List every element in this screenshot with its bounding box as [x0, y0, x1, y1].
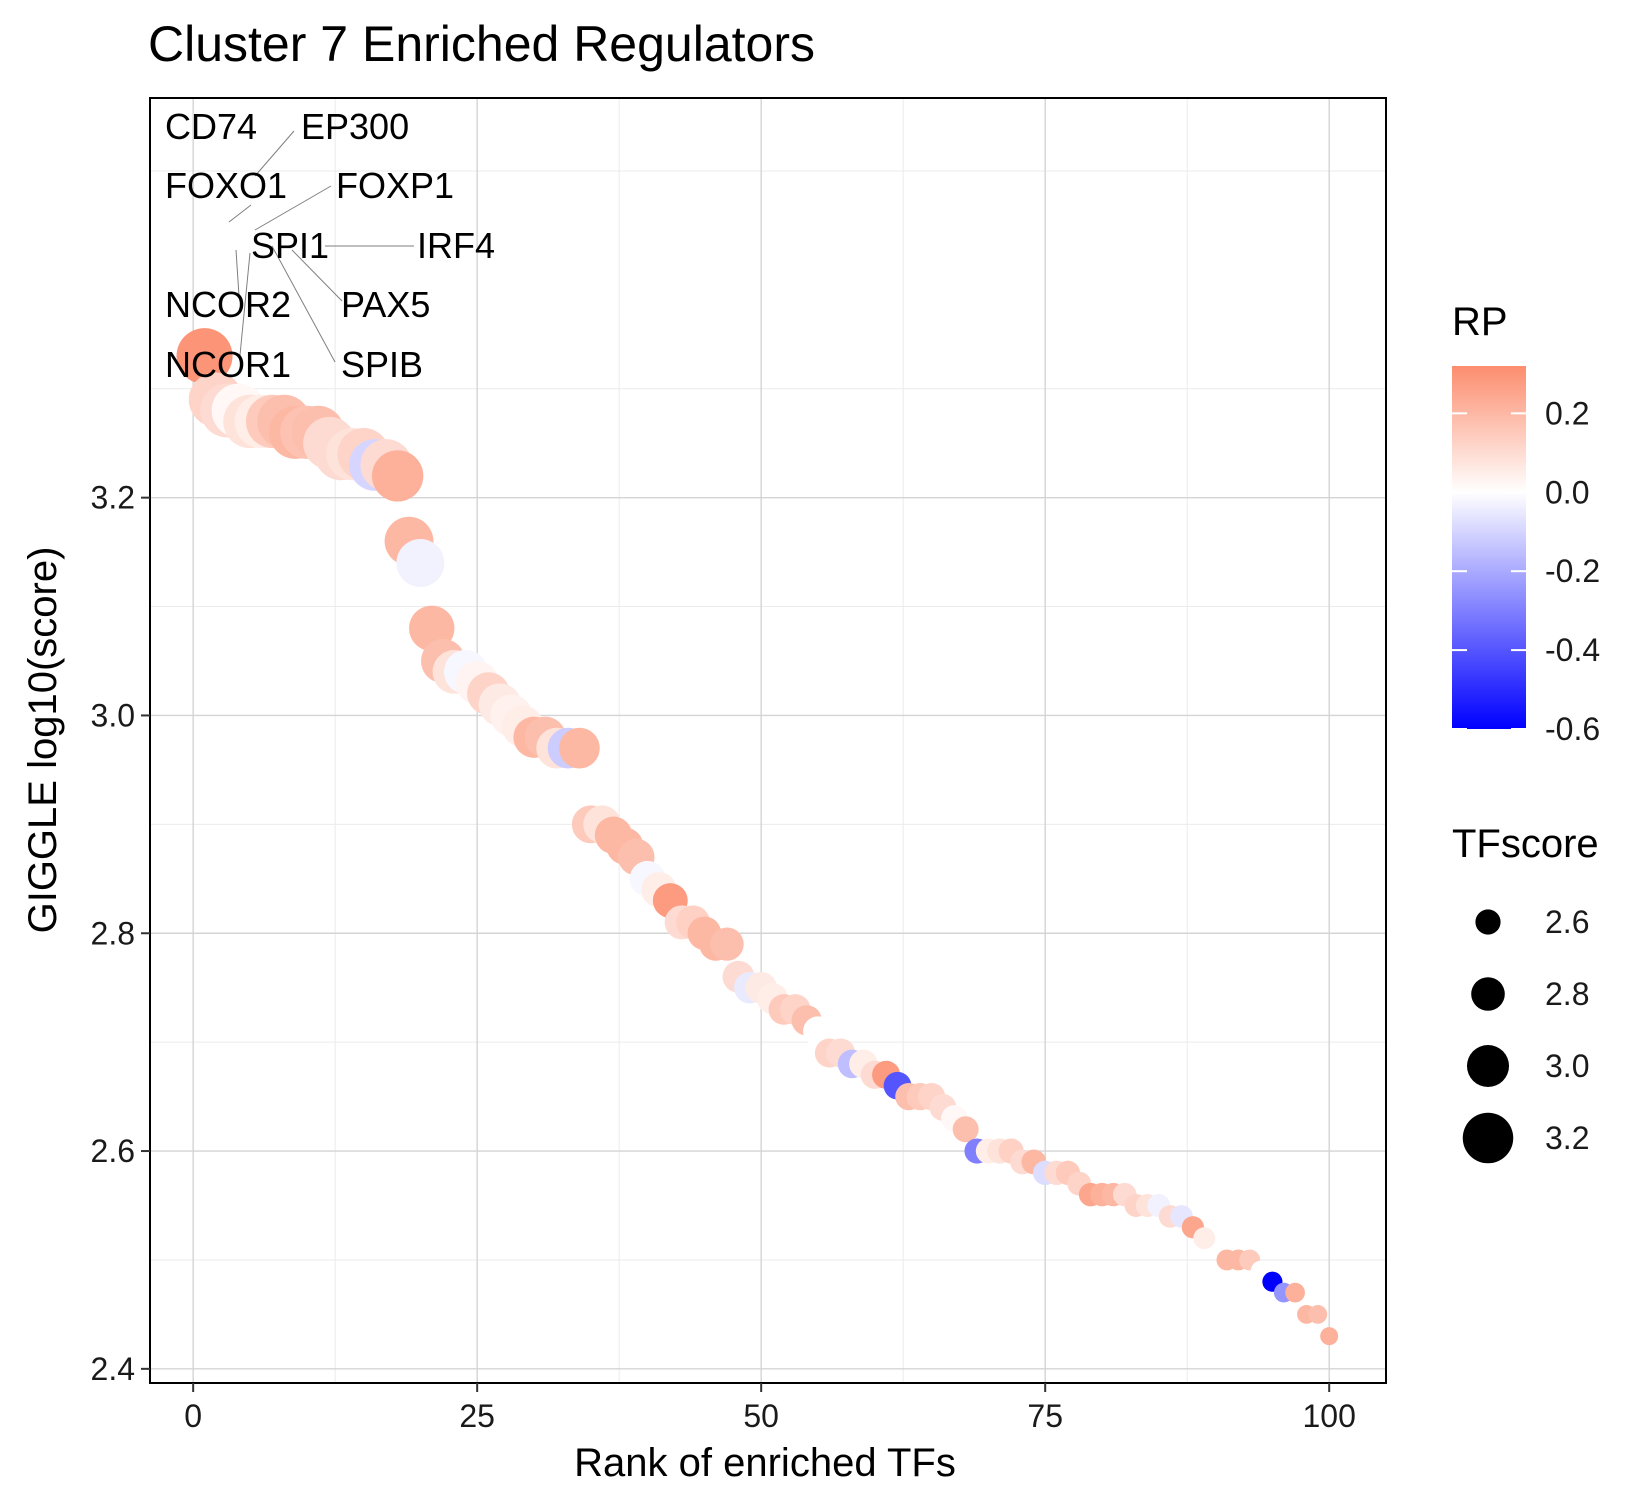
rp-legend-title: RP: [1452, 300, 1508, 344]
label-connectors: [228, 130, 414, 363]
label-connector: [254, 130, 295, 177]
x-axis: 0 25 50 75 100: [184, 1383, 1356, 1434]
point-label: SPI1: [251, 225, 329, 266]
y-tick-label: 2.8: [91, 915, 135, 951]
point-label: FOXO1: [165, 165, 287, 206]
points-layer: [176, 328, 1339, 1346]
rp-tick-label: 0.2: [1545, 395, 1589, 431]
data-point: [559, 727, 600, 769]
tfscore-legend-dot: [1475, 909, 1501, 935]
data-point: [396, 539, 445, 587]
data-point: [176, 328, 233, 385]
point-label: PAX5: [341, 284, 430, 325]
tfscore-legend-keys: 2.6 2.8 3.0 3.2: [1462, 904, 1589, 1164]
rp-tick-label: -0.2: [1545, 553, 1600, 589]
data-point: [803, 1016, 833, 1047]
rp-tick-label: -0.6: [1545, 711, 1600, 747]
tfscore-legend-title: TFscore: [1452, 822, 1599, 866]
label-connector: [228, 204, 252, 223]
point-label: NCOR1: [165, 344, 291, 385]
tfscore-legend-dot: [1466, 1044, 1510, 1088]
x-tick-label: 100: [1303, 1398, 1356, 1434]
label-connector: [271, 245, 336, 363]
y-axis-title: GIGGLE log10(score): [21, 547, 65, 934]
point-label: SPIB: [341, 344, 423, 385]
label-connector: [239, 252, 251, 356]
tfscore-legend-dot: [1462, 1112, 1514, 1164]
rp-tick-label: 0.0: [1545, 474, 1589, 510]
chart-title: Cluster 7 Enriched Regulators: [148, 16, 815, 72]
point-label: NCOR2: [165, 284, 291, 325]
data-point: [1285, 1282, 1305, 1303]
x-tick-label: 0: [184, 1398, 202, 1434]
tfscore-legend: TFscore 2.6 2.8 3.0 3.2: [1452, 822, 1599, 1164]
rp-colorbar: [1452, 366, 1526, 729]
label-connector: [235, 249, 240, 297]
point-label: CD74: [165, 106, 257, 147]
label-connector: [254, 185, 332, 231]
tfscore-legend-label: 3.2: [1545, 1120, 1589, 1156]
data-point: [710, 927, 744, 961]
tfscore-legend-label: 2.8: [1545, 976, 1589, 1012]
tfscore-legend-dot: [1471, 977, 1505, 1011]
grid-major: [150, 98, 1386, 1383]
data-point: [1308, 1304, 1328, 1324]
rp-legend-ticks: 0.2 0.0 -0.2 -0.4 -0.6: [1452, 395, 1600, 747]
x-tick-label: 75: [1027, 1398, 1063, 1434]
point-label: IRF4: [417, 225, 495, 266]
x-tick-label: 50: [743, 1398, 779, 1434]
y-tick-label: 3.2: [91, 480, 135, 516]
data-point: [952, 1116, 979, 1143]
grid-minor: [150, 98, 1386, 1383]
y-tick-label: 3.0: [91, 697, 135, 733]
plot-background: [150, 98, 1386, 1383]
y-tick-label: 2.6: [91, 1133, 135, 1169]
tfscore-legend-label: 3.0: [1545, 1048, 1589, 1084]
plot-border: [149, 97, 1387, 1384]
x-axis-title: Rank of enriched TFs: [574, 1441, 956, 1485]
label-connector: [291, 249, 343, 302]
tfscore-legend-label: 2.6: [1545, 904, 1589, 940]
data-point: [1193, 1227, 1216, 1250]
data-point: [371, 450, 424, 502]
rp-legend: RP 0.2 0.0 -0.2 -0.4 -0.6: [1452, 300, 1600, 747]
y-tick-label: 2.4: [91, 1351, 135, 1387]
data-point: [1320, 1327, 1339, 1346]
point-label: EP300: [301, 106, 409, 147]
point-label: FOXP1: [336, 165, 454, 206]
rp-tick-label: -0.4: [1545, 632, 1600, 668]
x-tick-label: 25: [459, 1398, 495, 1434]
y-axis: 2.4 2.6 2.8 3.0 3.2: [91, 480, 150, 1387]
